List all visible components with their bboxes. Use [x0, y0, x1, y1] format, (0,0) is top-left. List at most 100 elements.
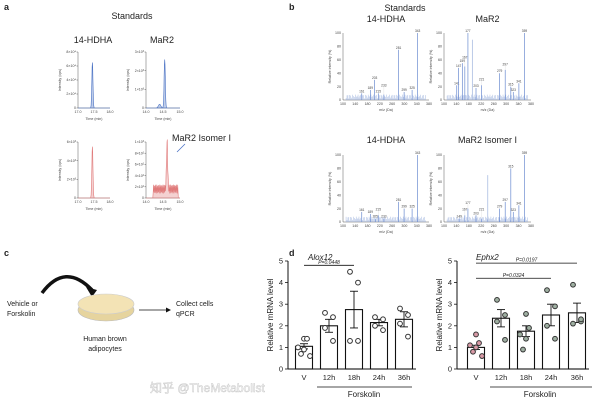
peak-label: 203	[473, 84, 479, 88]
peak-label: 341	[516, 201, 522, 205]
x-tick-label: 14.0	[143, 200, 150, 204]
chromatogram-hdha-sample: 0 2×10³ 4×10³ 6×10³ 17.0 17.5 18.0 Time (min) In…	[58, 140, 114, 211]
data-point	[380, 316, 386, 323]
data-point	[380, 327, 386, 334]
process-arrow-head	[166, 307, 171, 313]
x-tick-label: 12h	[495, 373, 508, 382]
y-axis-label: Intensity (cps)	[126, 69, 130, 91]
curved-arrow-head	[86, 287, 97, 297]
y-tick-label: 60	[438, 180, 442, 184]
y-tick-label: 4×10²	[135, 174, 145, 178]
bar-chart-ephx2: Ephx2 0 1 2 3 4 5 Relative mRNA level V 12h 18h 24h…	[435, 253, 592, 399]
x-axis-label: Time (min)	[154, 117, 171, 121]
data-point	[473, 331, 479, 338]
x-tick-label: 340	[516, 224, 522, 228]
y-tick-label: 5	[448, 257, 452, 266]
data-point	[330, 338, 336, 344]
x-tick-label: 36h	[571, 373, 584, 382]
x-tick-label: 380	[528, 224, 534, 228]
bar-chart-alox12: Alox12 0 1 2 3 4 5 Relative mRNA level V 12h 18h 24…	[266, 253, 416, 399]
y-tick-label: 0	[142, 196, 144, 200]
y-tick-label: 0	[142, 106, 144, 110]
y-tick-label: 20	[337, 85, 341, 89]
x-tick-label: 140	[352, 224, 358, 228]
y-tick-label: 20	[337, 207, 341, 211]
y-tick-label: 2	[448, 321, 452, 330]
y-tick-label: 60	[337, 58, 341, 62]
data-point	[467, 342, 473, 349]
spectrum-title: MaR2	[475, 14, 499, 24]
y-tick-label: 2×10⁴	[66, 92, 76, 96]
x-tick-label: 24h	[373, 373, 386, 382]
peak-label: 215	[376, 89, 382, 93]
y-tick-label: 1	[448, 343, 452, 352]
y-tick-label: 1×10³	[135, 88, 145, 92]
y-tick-label: 40	[337, 71, 341, 75]
data-point	[372, 314, 378, 321]
x-axis-label: m/z (Da)	[379, 230, 393, 234]
chromatogram-mar2-std: 0 1×10³ 2×10³ 3×10³ 14.0 14.5 15.0 Time (min) In…	[126, 50, 184, 121]
y-tick-label: 6×10²	[135, 163, 145, 167]
y-axis-label: Relative intensity (%)	[328, 172, 332, 206]
x-tick-label: 140	[453, 224, 459, 228]
data-point	[307, 353, 313, 359]
peak-label: 315	[508, 164, 514, 168]
x-tick-label: 17.5	[91, 110, 98, 114]
x-tick-label: 100	[441, 102, 447, 106]
y-tick-label: 1	[279, 343, 283, 352]
readout-line-2: qPCR	[176, 311, 195, 318]
peak-label: 299	[401, 205, 407, 209]
mar2-isomer-annotation: MaR2 Isomer I	[172, 133, 231, 143]
y-tick-label: 5	[279, 257, 283, 266]
peak-label: 203	[372, 76, 378, 80]
y-axis-label: Relative intensity (%)	[429, 50, 433, 84]
x-tick-label: 300	[401, 102, 407, 106]
y-tick-label: 2×10³	[135, 69, 145, 73]
peak-label: 149	[457, 215, 463, 219]
x-tick-label: 18.0	[107, 200, 114, 204]
data-point	[301, 346, 307, 353]
x-tick-label: 380	[426, 224, 432, 228]
peak-label: 221	[479, 78, 485, 82]
x-tick-label: 100	[340, 224, 346, 228]
y-axis-label: Relative intensity (%)	[328, 50, 332, 84]
data-point	[347, 338, 353, 344]
x-tick-label: 100	[441, 224, 447, 228]
data-point	[479, 353, 485, 359]
peak-label: 203	[473, 211, 479, 215]
x-tick-label: 380	[528, 102, 534, 106]
treatment-line-2: Forskolin	[7, 311, 36, 318]
y-axis-label: Intensity (cps)	[58, 69, 62, 91]
y-tick-label: 0	[448, 365, 452, 374]
peak-label: 297	[503, 198, 509, 202]
chart-title: Alox12	[307, 253, 333, 262]
x-tick-label: 14.0	[143, 110, 150, 114]
data-point	[330, 314, 336, 321]
readout-line-1: Collect cells	[176, 301, 214, 308]
x-tick-label: 18h	[348, 373, 361, 382]
x-axis-label: Time (min)	[85, 207, 102, 211]
cells-line-1: Human brown	[83, 336, 127, 343]
peak-label: 315	[508, 83, 514, 87]
x-tick-label: 24h	[545, 373, 558, 382]
peak-label: 167	[462, 208, 468, 212]
data-point	[476, 340, 482, 346]
x-axis-label: Time (min)	[85, 117, 102, 121]
peak-label: 341	[516, 79, 522, 83]
y-axis-label: Intensity (cps)	[126, 159, 130, 181]
data-point	[502, 336, 508, 343]
y-tick-label: 0	[440, 220, 442, 224]
p-value-label: P=0.0197	[516, 258, 538, 264]
spectrum-title: MaR2 Isomer I	[458, 135, 517, 145]
panel-a-chromatograms: 0 2×10⁴ 4×10⁴ 6×10⁴ 8×10⁴ 17.0 17.5 18.0 Time (m…	[58, 50, 184, 211]
x-tick-label: V	[473, 373, 478, 382]
treatment-line-1: Vehicle or	[7, 301, 38, 308]
data-point	[397, 320, 403, 327]
panel-label-b: b	[289, 2, 295, 12]
data-point	[552, 335, 558, 342]
x-tick-label: 260	[389, 224, 395, 228]
x-tick-label: 220	[478, 224, 484, 228]
y-tick-label: 80	[337, 167, 341, 171]
x-tick-label: 180	[466, 224, 472, 228]
panel-b-title: Standards	[384, 3, 426, 13]
